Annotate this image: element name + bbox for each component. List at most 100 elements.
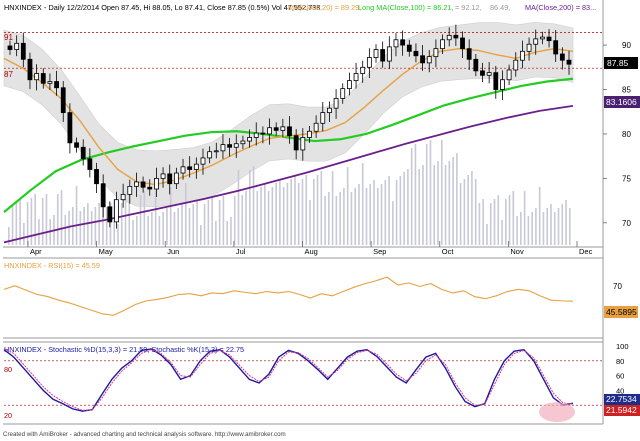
candle-body	[446, 34, 452, 41]
volume-bar	[474, 179, 477, 245]
stoch-highlight-circle	[539, 402, 575, 422]
volume-bar	[459, 183, 462, 245]
volume-bar	[207, 200, 210, 245]
candle-body	[460, 37, 465, 50]
candle-body	[566, 59, 572, 65]
volume-bar	[211, 196, 213, 245]
volume-bar	[392, 201, 394, 245]
volume-bar	[343, 188, 345, 245]
footer-credit: Created with AmiBroker - advanced charti…	[3, 431, 286, 438]
price-header-info: - Daily 12/2/2014 Open 87.45, Hi 88.05, …	[44, 3, 320, 12]
price-tick-label: 75	[622, 174, 631, 183]
price-tick-label: 90	[622, 41, 631, 50]
candle-body	[440, 39, 445, 50]
month-label: Oct	[442, 247, 455, 256]
volume-bar	[489, 203, 492, 245]
volume-bar	[320, 171, 323, 245]
candle-body	[253, 132, 259, 138]
volume-bar	[553, 212, 556, 245]
candle-body	[114, 199, 119, 223]
volume-bar	[196, 200, 198, 245]
candle-body	[453, 34, 459, 39]
volume-bar	[226, 221, 228, 245]
rsi-header: HNXINDEX - RSI(15) = 45.59	[4, 261, 100, 270]
volume-bar	[297, 183, 300, 245]
volume-bar	[309, 200, 311, 245]
volume-bar	[414, 144, 417, 245]
volume-bar	[128, 195, 131, 245]
volume-bar	[346, 167, 349, 245]
volume-bar	[166, 208, 168, 245]
ma200-legend: MA(Close,200) = 83...	[525, 3, 596, 12]
candle-body	[100, 183, 106, 208]
stoch-k-badge-text: 22.7534	[606, 394, 637, 404]
volume-bar	[467, 175, 469, 245]
volume-bar	[30, 198, 33, 245]
candle-body	[313, 122, 319, 132]
volume-bar	[429, 140, 432, 245]
candle-body	[140, 181, 146, 188]
volume-bar	[139, 195, 142, 245]
volume-bar	[388, 176, 390, 245]
month-label: Sep	[373, 247, 386, 256]
volume-bar	[143, 191, 146, 245]
volume-bar	[184, 183, 187, 245]
candle-body	[300, 137, 306, 151]
price-tick-label: 70	[622, 219, 631, 228]
candle-body	[227, 144, 233, 148]
candle-body	[233, 143, 239, 148]
volume-bar	[124, 199, 127, 245]
candle-body	[94, 169, 99, 185]
volume-bar	[335, 196, 338, 245]
stoch-tick-label: 80	[616, 357, 624, 366]
volume-bars	[8, 140, 571, 245]
rsi-badge-text: 45.5895	[606, 307, 637, 317]
candle-body	[167, 173, 173, 185]
candle-body	[20, 42, 26, 60]
candle-body	[327, 107, 332, 114]
volume-bar	[200, 225, 202, 245]
candle-body	[493, 72, 499, 90]
candle-body	[373, 49, 379, 58]
candle-body	[147, 186, 153, 190]
month-label: Apr	[30, 247, 42, 256]
candle-body	[466, 48, 472, 60]
volume-bar	[407, 169, 409, 245]
candle-body	[340, 88, 346, 99]
month-label: Aug	[305, 247, 318, 256]
candle-body	[360, 66, 366, 74]
candle-body	[187, 166, 193, 170]
stoch-left-80: 80	[4, 365, 12, 374]
volume-bar	[565, 200, 567, 245]
volume-bar	[546, 208, 549, 245]
volume-bar	[395, 180, 398, 245]
ma100-line	[3, 77, 574, 213]
candle-body	[120, 193, 126, 201]
volume-bar	[305, 175, 308, 245]
candle-body	[393, 39, 399, 48]
volume-bar	[301, 179, 304, 245]
candle-body	[433, 48, 439, 58]
long-ma-badge	[604, 96, 640, 108]
volume-bar	[282, 187, 285, 245]
volume-bar	[380, 184, 383, 245]
volume-bar	[248, 170, 251, 245]
long-ma-badge-text: 83.1606	[606, 97, 637, 107]
volume-bar	[15, 202, 18, 245]
candle-body	[180, 166, 186, 174]
volume-bar	[218, 200, 221, 245]
candlesticks	[7, 24, 572, 229]
volume-bar	[369, 184, 372, 245]
volume-bar	[569, 208, 571, 245]
volume-bar	[177, 208, 180, 245]
candle-body	[14, 42, 20, 50]
volume-bar	[452, 157, 454, 245]
candle-body	[307, 130, 312, 138]
volume-bar	[8, 227, 10, 245]
volume-bar	[316, 175, 319, 245]
volume-bar	[233, 196, 236, 245]
volume-bar	[497, 195, 500, 245]
bb-legend-2: 86.49,	[490, 3, 510, 12]
volume-bar	[508, 195, 511, 245]
